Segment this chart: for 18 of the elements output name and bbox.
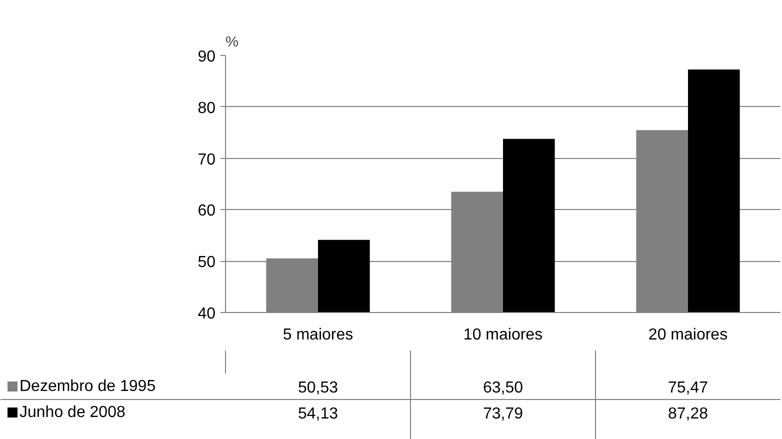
y-tick-label: 50	[198, 254, 216, 272]
data-label: 87,28	[668, 406, 708, 422]
y-axis-title: %	[226, 34, 239, 50]
legend-label: Junho de 2008	[20, 404, 126, 421]
y-tick-label: 90	[198, 48, 216, 66]
x-tick-label: 20 maiores	[648, 326, 728, 344]
x-tick-label: 5 maiores	[282, 326, 354, 344]
data-label: 63,50	[482, 380, 524, 396]
x-tick-label: 10 maiores	[463, 326, 543, 344]
y-tick-label: 80	[198, 100, 216, 117]
data-label: 50,53	[298, 380, 338, 396]
data-label: 73,79	[482, 406, 524, 422]
y-tick-label: 40	[198, 306, 216, 322]
data-label: 75,47	[668, 380, 708, 396]
legend-label: Dezembro de 1995	[20, 378, 156, 395]
data-label: 54,13	[298, 406, 338, 422]
y-tick-label: 70	[198, 151, 216, 168]
y-tick-label: 60	[198, 202, 216, 220]
